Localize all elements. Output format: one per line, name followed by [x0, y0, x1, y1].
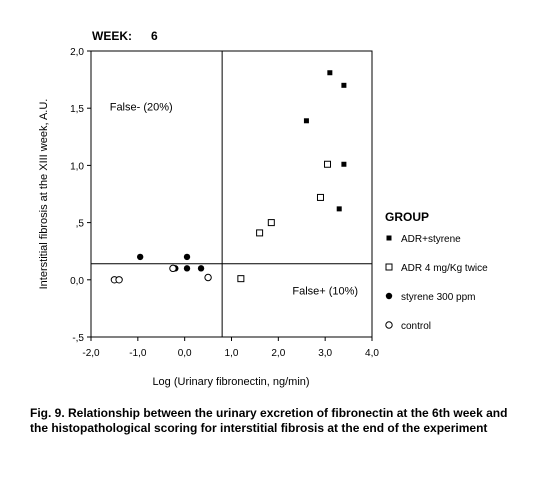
ticks-layer: -2,0 -1,0 0,0 1,0 2,0 3,0 4,0 -,5 0,0 ,5 1,0 1,5 2,0 — [70, 47, 379, 359]
legend: GROUP ADR+styrene ADR 4 mg/Kg twice styren… — [385, 210, 488, 332]
x-tick-label: 0,0 — [178, 348, 192, 359]
data-point-open-square — [324, 160, 332, 168]
data-point-filled-square — [327, 70, 333, 76]
annotation-label: False- (20%) — [110, 101, 173, 113]
chart-title: WEEK: — [92, 29, 132, 43]
data-point-open-circle — [169, 264, 177, 273]
legend-entry: ADR+styrene — [401, 234, 461, 245]
x-axis-label: Log (Urinary fibronectin, ng/min) — [152, 376, 309, 388]
data-point-filled-square — [341, 161, 347, 167]
y-tick-label: -,5 — [72, 333, 84, 344]
legend-marker-open-circle — [385, 321, 393, 329]
data-point-filled-circle — [183, 253, 191, 261]
y-tick-label: 2,0 — [70, 47, 84, 58]
annotation-label: False+ (10%) — [292, 286, 358, 298]
data-point-open-square — [237, 275, 245, 283]
y-tick-label: 1,5 — [70, 104, 84, 115]
data-point-filled-circle — [197, 265, 205, 272]
data-point-filled-square — [336, 206, 342, 212]
data-point-open-square — [267, 219, 275, 227]
data-point-filled-circle — [136, 253, 144, 261]
y-axis-label: Interstitial fibrosis at the XIII week, … — [38, 99, 50, 290]
figure-caption: Fig. 9. Relationship between the urinary… — [30, 406, 508, 435]
data-point-filled-circle — [183, 265, 191, 272]
x-tick-label: 2,0 — [271, 348, 285, 359]
legend-marker-filled-circle — [385, 292, 393, 300]
legend-title: GROUP — [385, 210, 429, 224]
data-point-open-square — [316, 193, 324, 201]
y-tick-label: ,5 — [76, 219, 85, 230]
week-value: 6 — [151, 29, 158, 43]
data-point-open-circle — [115, 276, 123, 284]
legend-marker-open-square — [385, 263, 393, 271]
legend-entry: control — [401, 321, 431, 332]
legend-entry: ADR 4 mg/Kg twice — [401, 263, 488, 274]
annotations: False- (20%) False+ (10%) — [110, 101, 358, 297]
x-tick-label: 1,0 — [225, 348, 239, 359]
legend-entry: styrene 300 ppm — [401, 292, 476, 303]
data-points — [110, 70, 347, 284]
data-point-open-square — [256, 229, 264, 237]
legend-marker-filled-square — [386, 235, 392, 241]
data-point-filled-square — [303, 118, 309, 124]
data-point-filled-square — [341, 82, 347, 88]
y-tick-label: 0,0 — [70, 276, 84, 287]
x-tick-label: 3,0 — [318, 348, 332, 359]
y-tick-label: 1,0 — [70, 161, 84, 172]
data-point-open-circle — [204, 273, 212, 282]
x-tick-label: -2,0 — [82, 348, 100, 359]
x-tick-label: 4,0 — [365, 348, 379, 359]
reference-lines — [91, 51, 372, 337]
scatter-chart: WEEK: 6 -2,0 -1,0 0,0 1,0 2,0 3,0 4,0 -,5 0,0 ,5 1… — [38, 29, 488, 388]
x-tick-label: -1,0 — [129, 348, 147, 359]
